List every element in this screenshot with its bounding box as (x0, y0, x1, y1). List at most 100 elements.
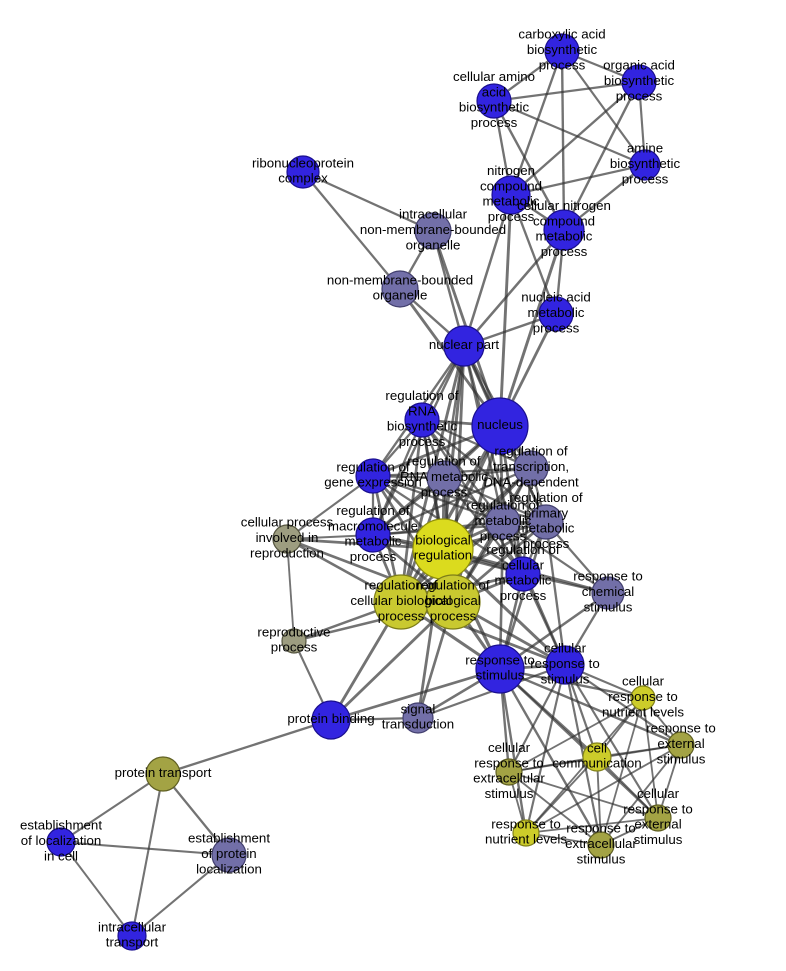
svg-text:biosynthetic: biosynthetic (387, 419, 458, 434)
svg-text:biological: biological (425, 593, 480, 608)
svg-text:regulation of: regulation of (486, 542, 559, 557)
svg-text:communication: communication (552, 756, 641, 771)
svg-text:stimulus: stimulus (584, 599, 633, 614)
svg-text:signal: signal (401, 701, 436, 716)
svg-text:stimulus: stimulus (577, 851, 626, 866)
svg-text:process: process (471, 115, 518, 130)
svg-text:nucleic acid: nucleic acid (521, 290, 590, 305)
svg-text:compound: compound (480, 178, 542, 193)
svg-text:metabolic: metabolic (345, 534, 402, 549)
svg-text:establishment: establishment (188, 831, 270, 846)
svg-text:organelle: organelle (373, 288, 428, 303)
svg-text:transcription,: transcription, (493, 459, 569, 474)
svg-text:regulation: regulation (414, 548, 472, 563)
svg-text:protein transport: protein transport (115, 765, 212, 780)
svg-text:cellular: cellular (622, 674, 665, 689)
svg-text:intracellular: intracellular (98, 919, 167, 934)
svg-text:macromolecule: macromolecule (328, 518, 418, 533)
svg-text:cellular: cellular (637, 786, 680, 801)
svg-text:response to: response to (608, 689, 677, 704)
svg-text:complex: complex (278, 171, 328, 186)
svg-text:non-membrane-bounded: non-membrane-bounded (360, 222, 506, 237)
svg-text:carboxylic acid: carboxylic acid (518, 27, 605, 42)
svg-text:cellular: cellular (502, 557, 545, 572)
svg-text:nutrient levels: nutrient levels (485, 832, 567, 847)
svg-text:process: process (378, 608, 425, 623)
svg-text:regulation of: regulation of (336, 503, 409, 518)
svg-text:cell: cell (587, 740, 607, 755)
svg-text:cellular amino: cellular amino (453, 69, 535, 84)
svg-text:regulation of: regulation of (494, 444, 567, 459)
svg-text:cellular process: cellular process (241, 515, 334, 530)
svg-text:acid: acid (482, 84, 506, 99)
svg-text:response to: response to (465, 652, 534, 667)
svg-text:organic acid: organic acid (603, 58, 675, 73)
svg-text:nitrogen: nitrogen (487, 163, 535, 178)
svg-text:process: process (500, 588, 547, 603)
svg-text:process: process (399, 434, 446, 449)
svg-text:process: process (271, 640, 318, 655)
svg-text:response to: response to (646, 721, 715, 736)
svg-text:response to: response to (623, 801, 692, 816)
svg-text:involved in: involved in (256, 530, 319, 545)
svg-text:process: process (430, 608, 477, 623)
svg-text:stimulus: stimulus (485, 786, 534, 801)
svg-text:response to: response to (474, 755, 543, 770)
svg-text:stimulus: stimulus (657, 751, 706, 766)
svg-text:biosynthetic: biosynthetic (459, 100, 530, 115)
svg-text:process: process (541, 244, 588, 259)
svg-text:biosynthetic: biosynthetic (610, 156, 681, 171)
svg-text:regulation of: regulation of (416, 578, 489, 593)
svg-text:cellular nitrogen: cellular nitrogen (517, 198, 611, 213)
svg-text:stimulus: stimulus (634, 832, 683, 847)
svg-text:stimulus: stimulus (541, 671, 590, 686)
svg-text:external: external (634, 817, 681, 832)
svg-text:process: process (616, 88, 663, 103)
svg-text:ribonucleoprotein: ribonucleoprotein (252, 155, 354, 170)
svg-text:metabolic: metabolic (495, 573, 552, 588)
svg-text:reproductive: reproductive (257, 624, 330, 639)
svg-text:biosynthetic: biosynthetic (604, 73, 675, 88)
svg-text:protein binding: protein binding (287, 711, 374, 726)
svg-text:biological: biological (415, 532, 470, 547)
svg-text:compound: compound (533, 213, 595, 228)
svg-text:nutrient levels: nutrient levels (602, 704, 684, 719)
svg-text:of localization: of localization (21, 833, 102, 848)
svg-text:RNA metabolic: RNA metabolic (400, 469, 488, 484)
svg-text:extracellular: extracellular (565, 836, 637, 851)
svg-text:regulation of: regulation of (336, 459, 409, 474)
svg-text:intracellular: intracellular (399, 207, 468, 222)
svg-text:DNA-dependent: DNA-dependent (483, 474, 579, 489)
svg-text:amine: amine (627, 141, 663, 156)
svg-text:reproduction: reproduction (250, 545, 324, 560)
svg-text:non-membrane-bounded: non-membrane-bounded (327, 272, 473, 287)
svg-text:metabolic: metabolic (475, 513, 532, 528)
svg-text:establishment: establishment (20, 818, 102, 833)
svg-text:response to: response to (566, 821, 635, 836)
svg-text:external: external (657, 736, 704, 751)
svg-text:process: process (533, 320, 580, 335)
svg-text:biosynthetic: biosynthetic (527, 42, 598, 57)
svg-text:nucleus: nucleus (477, 417, 523, 432)
svg-text:stimulus: stimulus (476, 668, 525, 683)
svg-text:chemical: chemical (582, 584, 635, 599)
svg-text:regulation of: regulation of (466, 498, 539, 513)
svg-text:cellular: cellular (488, 740, 531, 755)
svg-text:in cell: in cell (44, 848, 78, 863)
svg-text:nuclear part: nuclear part (429, 337, 500, 352)
svg-text:response to: response to (573, 569, 642, 584)
svg-text:organelle: organelle (406, 237, 461, 252)
svg-text:of protein: of protein (201, 846, 256, 861)
svg-text:transduction: transduction (382, 717, 454, 732)
svg-text:response to: response to (530, 656, 599, 671)
svg-text:metabolic: metabolic (536, 229, 593, 244)
svg-text:regulation of: regulation of (385, 388, 458, 403)
svg-text:localization: localization (196, 861, 262, 876)
svg-text:regulation of: regulation of (407, 454, 480, 469)
svg-text:transport: transport (106, 935, 159, 950)
svg-text:process: process (350, 549, 397, 564)
svg-text:process: process (539, 57, 586, 72)
svg-text:metabolic: metabolic (528, 305, 585, 320)
svg-text:cellular: cellular (544, 641, 587, 656)
svg-text:process: process (421, 484, 468, 499)
